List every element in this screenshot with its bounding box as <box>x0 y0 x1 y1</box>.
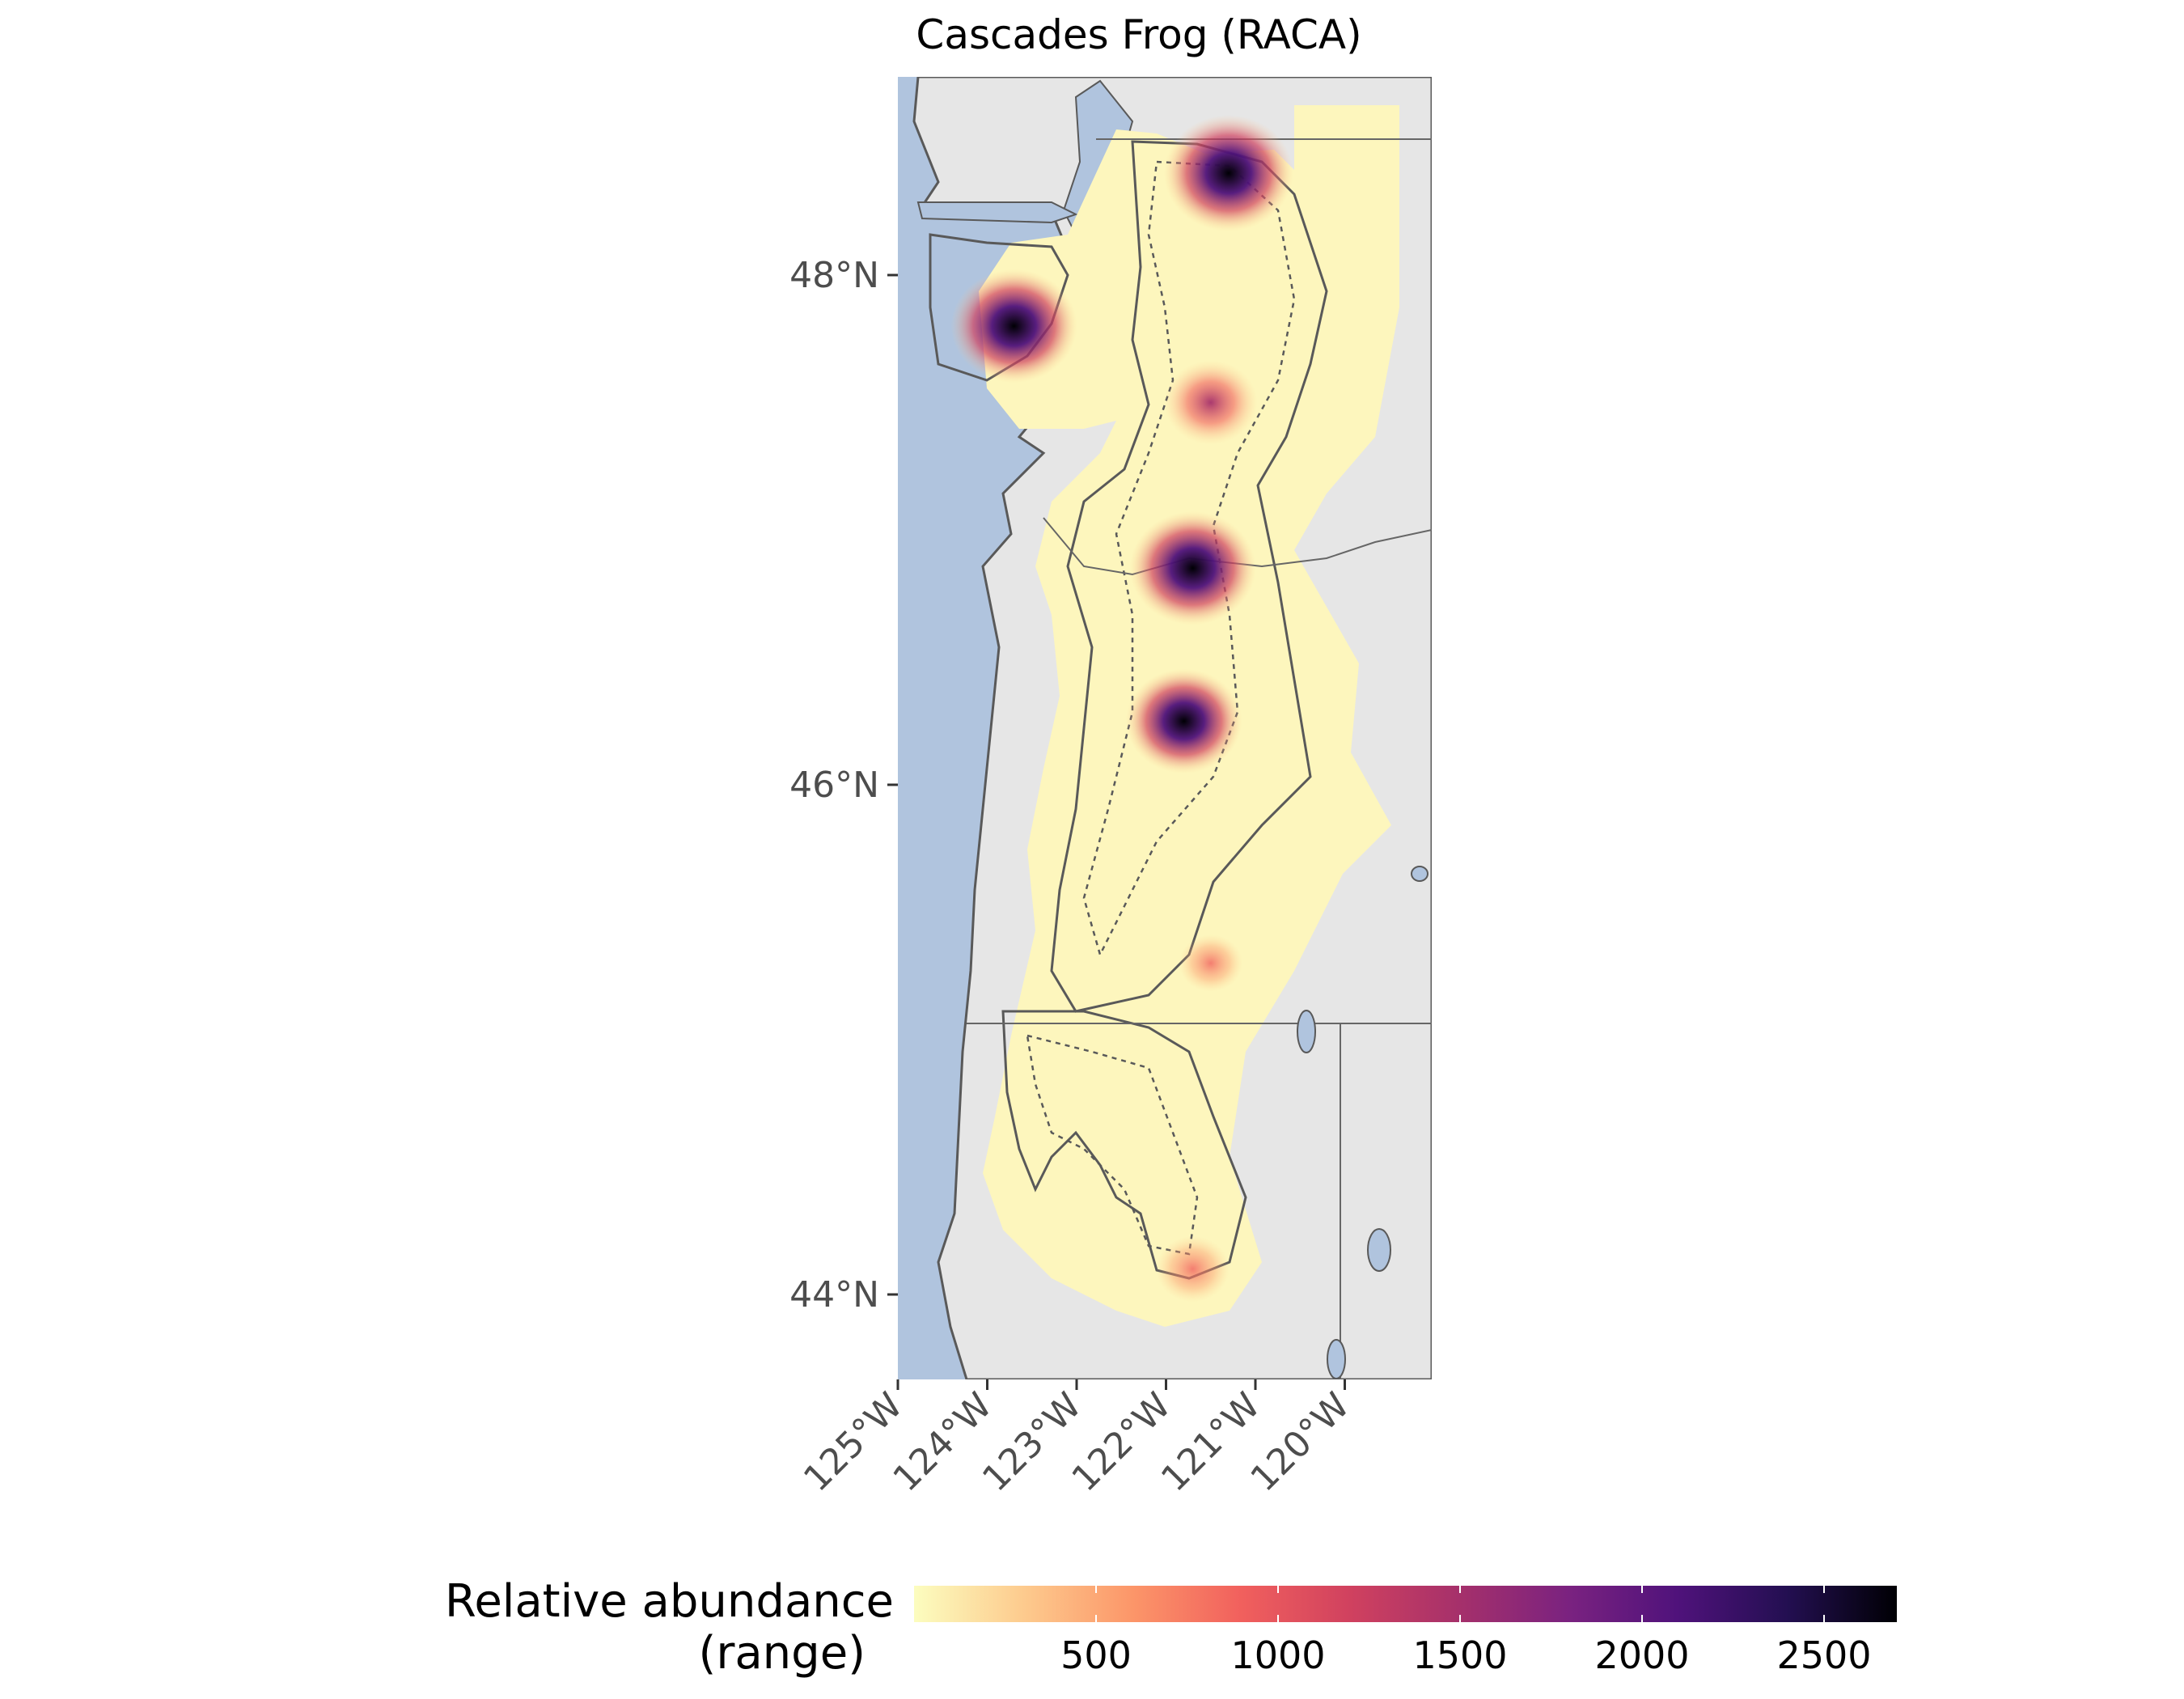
legend-title-line2: (range) <box>698 1627 866 1680</box>
map-title: Cascades Frog (RACA) <box>916 11 1361 58</box>
lon-tick-label-2: 123°W <box>975 1385 1090 1500</box>
colorbar-tick-label-4: 2500 <box>1776 1633 1871 1677</box>
ecoregion-boundary <box>1050 140 1328 1013</box>
lon-tick-label-0: 125°W <box>796 1385 911 1500</box>
colorbar <box>914 1586 1897 1622</box>
pyramid-lake <box>1367 1228 1391 1272</box>
lon-tick-label-1: 124°W <box>886 1385 1001 1500</box>
hotspot-7 <box>1179 934 1243 992</box>
lon-tick-label-3: 122°W <box>1064 1385 1179 1500</box>
hotspot-6 <box>1104 1518 1175 1581</box>
lake-tahoe <box>1327 1339 1346 1379</box>
lon-tick-label-4: 121°W <box>1153 1385 1268 1500</box>
strait <box>916 201 1078 224</box>
ecoregion-boundary-south <box>1001 1010 1247 1280</box>
map-panel <box>898 77 1432 1679</box>
colorbar-tick-label-2: 1500 <box>1412 1633 1507 1677</box>
lon-tick-label-5: 120°W <box>1243 1385 1358 1500</box>
lat-tick-label-2: 44°N <box>789 1274 879 1316</box>
legend: Relative abundance (range) 500 1000 1500 20… <box>445 1575 1897 1680</box>
goose-lake <box>1297 1010 1316 1053</box>
hotspot-5 <box>1156 1235 1230 1303</box>
hotspot-0 <box>1163 115 1293 231</box>
lat-tick-label-0: 48°N <box>789 255 879 296</box>
upper-klamath-lake <box>1411 866 1428 882</box>
colorbar-tick-label-1: 1000 <box>1230 1633 1325 1677</box>
colorbar-tick-label-0: 500 <box>1060 1633 1132 1677</box>
colorbar-tick-label-3: 2000 <box>1594 1633 1689 1677</box>
abundance-hotspots <box>950 115 1293 1679</box>
hotspot-1 <box>950 269 1077 383</box>
hotspot-8 <box>1136 1625 1196 1679</box>
legend-title-line1: Relative abundance <box>445 1575 894 1628</box>
hotspot-4 <box>1164 360 1258 445</box>
hotspot-2 <box>1129 511 1256 625</box>
lat-tick-label-1: 46°N <box>789 765 879 806</box>
lat-axis: 48°N46°N44°N42°N40°N <box>789 255 898 1316</box>
hotspot-3 <box>1125 668 1242 773</box>
ecoregion-dotted <box>1082 160 1296 958</box>
